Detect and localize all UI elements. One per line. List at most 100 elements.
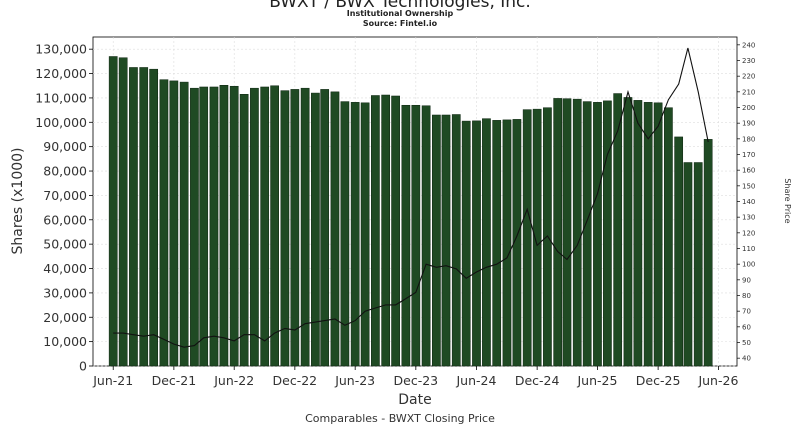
share-bar	[118, 57, 128, 367]
share-bar	[371, 95, 380, 367]
share-bar	[260, 86, 270, 367]
share-bar	[421, 105, 431, 367]
share-bar	[593, 102, 602, 367]
share-bar	[159, 79, 169, 367]
share-bar	[582, 101, 592, 367]
y-tick-label: 30,000	[43, 285, 87, 300]
share-bar	[330, 91, 340, 367]
share-bar	[532, 108, 542, 367]
y2-tick-label: 50	[742, 339, 751, 347]
y2-tick-label: 150	[742, 182, 755, 190]
share-bar	[360, 102, 370, 367]
share-bar	[572, 98, 582, 367]
price-line	[113, 47, 709, 348]
share-bar	[350, 102, 360, 367]
x-tick-label: Dec-22	[273, 373, 318, 388]
x-tick-label: Jun-23	[334, 373, 375, 388]
share-bar	[623, 97, 633, 367]
x-tick-label: Jun-26	[697, 373, 738, 388]
chart-footer: Comparables - BWXT Closing Price	[305, 412, 495, 425]
y2-axis: 40 50 60 70 80 90 100 110 120 130 140 150 160 170 180 1…	[737, 41, 755, 363]
chart-title: BWXT / BWX Technologies, Inc.	[269, 0, 531, 12]
chart-subtitle: Institutional Ownership	[346, 9, 454, 18]
y2-tick-label: 190	[742, 120, 755, 128]
x-tick-label: Dec-24	[515, 373, 560, 388]
y2-tick-label: 90	[742, 276, 751, 284]
share-bar	[441, 114, 451, 367]
y-axis: 0 10,000 20,000 30,000 40,000 50,000 60,000 70,…	[35, 42, 93, 374]
x-tick-label: Dec-23	[394, 373, 439, 388]
share-bar	[169, 80, 179, 367]
share-bar	[492, 120, 502, 367]
share-bar	[633, 100, 643, 367]
share-bar	[239, 94, 249, 367]
share-bar	[190, 87, 199, 367]
x-tick-label: Dec-21	[152, 373, 197, 388]
share-bar	[643, 102, 653, 367]
y-tick-label: 50,000	[43, 237, 87, 252]
y2-tick-label: 160	[742, 167, 755, 175]
y-tick-label: 120,000	[35, 66, 87, 81]
share-bar	[280, 90, 290, 367]
x-axis: Jun-21 Dec-21 Jun-22 Dec-22 Jun-23 Dec-23 Jun-…	[92, 366, 738, 388]
y-tick-label: 70,000	[43, 188, 87, 203]
y-tick-label: 110,000	[35, 90, 87, 105]
y2-tick-label: 130	[742, 214, 755, 222]
y2-tick-label: 240	[742, 41, 755, 49]
y2-tick-label: 230	[742, 57, 755, 65]
share-bar	[562, 98, 572, 367]
share-bar	[219, 85, 229, 367]
share-bar	[703, 139, 713, 367]
y-tick-label: 20,000	[43, 310, 87, 325]
share-bar	[693, 162, 703, 367]
share-bar	[432, 114, 441, 367]
share-bar	[472, 120, 481, 367]
share-bar	[653, 102, 663, 367]
share-bar	[250, 87, 259, 367]
y2-tick-label: 60	[742, 323, 751, 331]
share-bar	[482, 118, 491, 367]
y2-tick-label: 170	[742, 151, 755, 159]
y2-tick-label: 220	[742, 73, 755, 81]
share-bar	[199, 86, 209, 367]
y-tick-label: 10,000	[43, 334, 87, 349]
y2-tick-label: 110	[742, 245, 755, 253]
share-bar	[270, 85, 279, 367]
y2-tick-label: 40	[742, 355, 751, 363]
share-bar	[522, 109, 532, 367]
y-tick-label: 130,000	[35, 42, 87, 57]
y-tick-label: 0	[79, 359, 87, 374]
share-bar	[320, 89, 330, 367]
share-bar	[674, 136, 684, 367]
share-bar	[381, 94, 391, 367]
y2-tick-label: 100	[742, 261, 755, 269]
y-tick-label: 40,000	[43, 261, 87, 276]
share-bar	[613, 93, 623, 367]
share-bar	[311, 92, 320, 367]
share-bar	[129, 67, 138, 367]
share-bar	[512, 119, 522, 367]
y2-tick-label: 70	[742, 308, 751, 316]
y2-axis-label: Share Price	[783, 178, 792, 223]
y2-tick-label: 120	[742, 229, 755, 237]
share-bar	[451, 114, 461, 367]
x-tick-label: Jun-21	[92, 373, 133, 388]
y-axis-label: Shares (x1000)	[10, 148, 26, 255]
y-tick-label: 60,000	[43, 212, 87, 227]
share-bar	[461, 120, 471, 367]
share-bar	[179, 81, 189, 367]
share-bar	[108, 56, 118, 367]
bar-group	[108, 56, 713, 367]
chart-source: Source: Fintel.io	[362, 19, 438, 28]
y-tick-label: 90,000	[43, 139, 87, 154]
share-bar	[603, 100, 612, 367]
x-tick-label: Dec-25	[636, 373, 681, 388]
share-bar	[391, 95, 400, 367]
share-bar	[683, 162, 693, 367]
share-bar	[340, 101, 350, 367]
y-tick-label: 80,000	[43, 164, 87, 179]
share-bar	[139, 67, 149, 367]
y2-tick-label: 210	[742, 88, 755, 96]
y2-tick-label: 200	[742, 104, 755, 112]
